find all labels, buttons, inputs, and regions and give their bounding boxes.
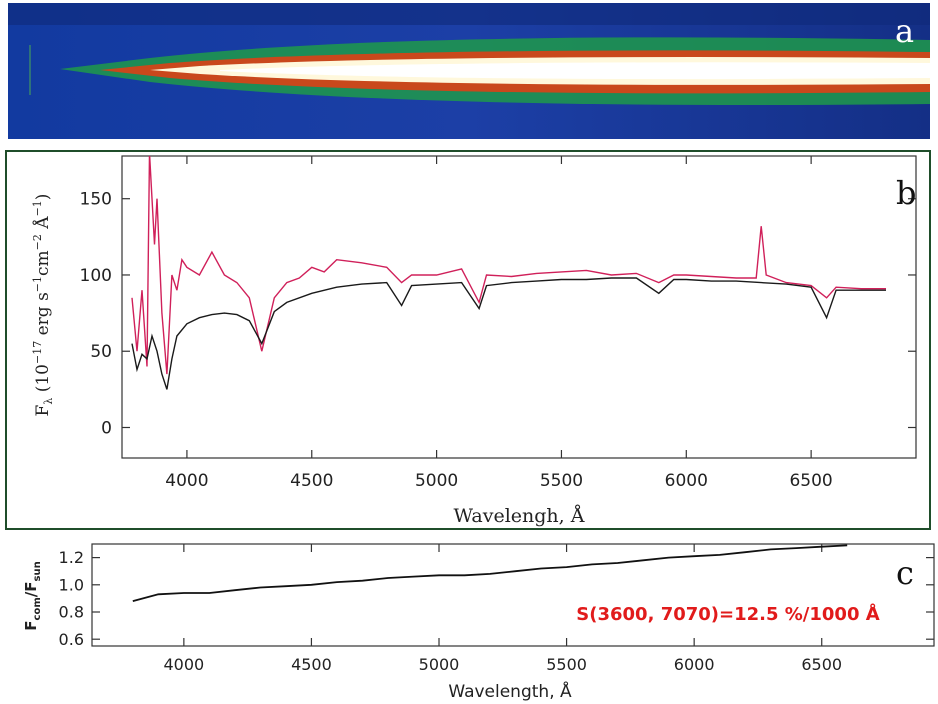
plot-c-axes (91, 543, 935, 647)
ratio-annotation: S(3600, 7070)=12.5 %/1000 Å (576, 602, 879, 625)
x-tick-label: 6500 (801, 655, 842, 674)
x-tick-label: 5500 (546, 655, 587, 674)
x-tick-label: 6500 (789, 471, 832, 491)
panel-b-border (5, 150, 931, 530)
observed-spectrum-line (131, 156, 886, 375)
model-spectrum-line (131, 277, 886, 390)
y-tick-label: 1.2 (59, 548, 84, 567)
y-axis-label-b: Fλ (10−17 erg s−1cm−2 Å−1) (31, 194, 55, 417)
y-axis-label-c: Fcom/Fsun (22, 561, 43, 630)
panel-label-a: a (895, 12, 914, 50)
x-tick-label: 4500 (290, 471, 333, 491)
y-tick-label: 0 (101, 418, 112, 438)
spectrum-image-noise-top (8, 3, 930, 25)
x-tick-label: 5000 (419, 655, 460, 674)
panel-c: 4000 4500 5000 5500 6000 6500 0.6 0.8 1.0 1.2 S(3… (22, 543, 935, 702)
x-tick-label: 6000 (674, 655, 715, 674)
y-tick-label: 150 (80, 190, 112, 210)
plot-b-axes (121, 155, 917, 459)
x-tick-label: 4000 (163, 655, 204, 674)
x-tick-label: 4000 (165, 471, 208, 491)
x-tick-label: 4500 (291, 655, 332, 674)
y-tick-label: 1.0 (59, 575, 84, 594)
panel-label-b: b (896, 174, 916, 212)
plot-c-ticks: 4000 4500 5000 5500 6000 6500 0.6 0.8 1.0 1.2 (59, 544, 934, 674)
x-axis-label-c: Wavelength, Å (448, 680, 572, 702)
y-tick-label: 100 (80, 266, 112, 286)
x-tick-label: 5500 (540, 471, 583, 491)
spectrum-trace-center (220, 62, 930, 80)
x-tick-label: 5000 (415, 471, 458, 491)
panel-label-c: c (896, 554, 914, 592)
panel-a: a (8, 3, 930, 139)
y-tick-label: 0.6 (59, 630, 84, 649)
x-axis-label-b: Wavelengh, Å (454, 505, 585, 527)
y-tick-label: 0.8 (59, 603, 84, 622)
y-tick-label: 50 (90, 342, 112, 362)
flux-ratio-line (132, 544, 848, 602)
panel-b: 4000 4500 5000 5500 6000 6500 0 50 100 150 Wavele… (31, 155, 917, 527)
plot-b-ticks: 4000 4500 5000 5500 6000 6500 0 50 100 150 (80, 156, 916, 491)
x-tick-label: 6000 (665, 471, 708, 491)
